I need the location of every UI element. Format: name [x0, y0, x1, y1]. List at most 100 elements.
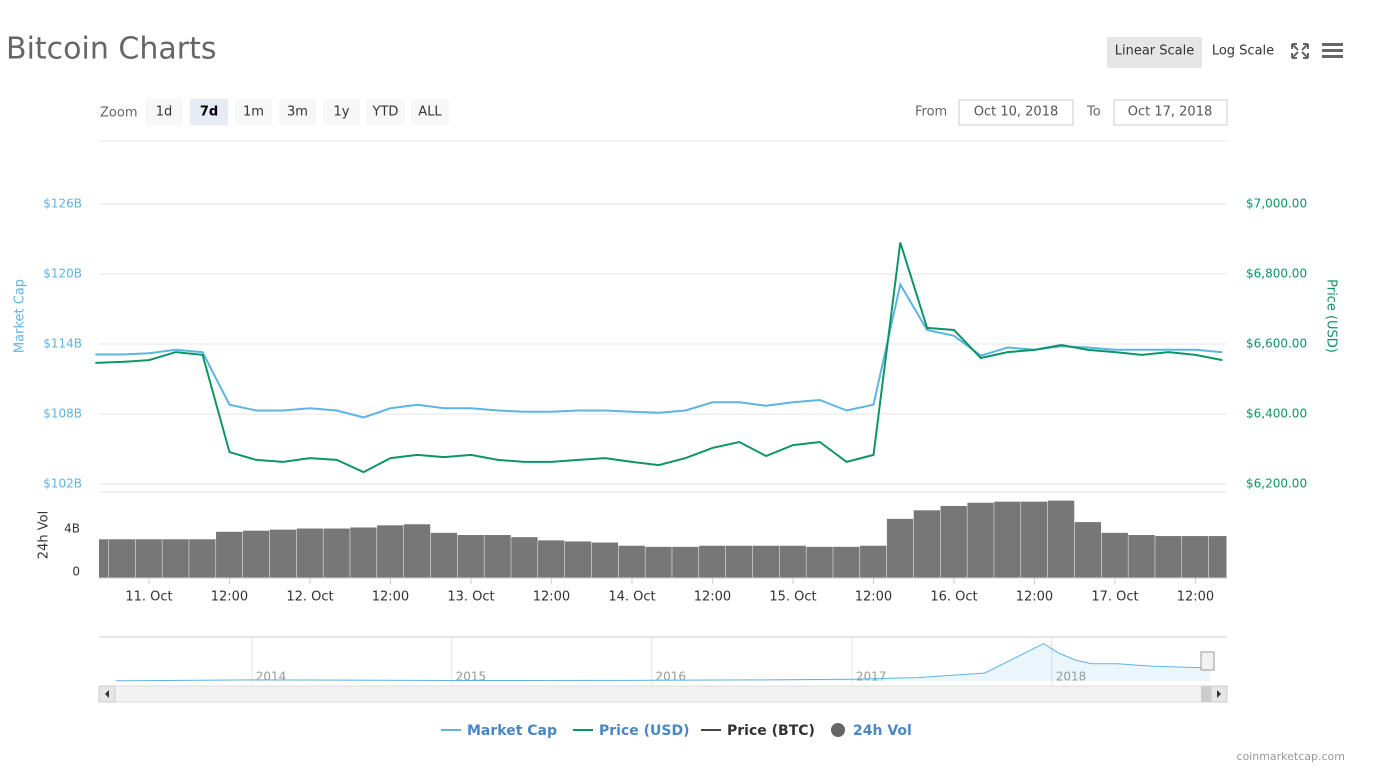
volume-bar — [511, 537, 538, 578]
scrollbar[interactable] — [98, 651, 1228, 703]
y-tick-label: $114B — [43, 337, 82, 351]
zoom-button-bg[interactable] — [411, 99, 449, 125]
volume-bar — [430, 532, 458, 578]
volume-bar — [1128, 535, 1155, 578]
volume-bar — [1155, 536, 1182, 578]
volume-bar — [377, 525, 404, 578]
y-axis-title: Market Cap — [13, 279, 28, 353]
volume-bar — [108, 539, 136, 578]
volume-bar — [967, 502, 994, 578]
zoom-button[interactable]: 3m — [287, 105, 308, 120]
navigator-line — [115, 643, 1211, 682]
volume-bar — [162, 539, 189, 578]
volume-bar — [725, 545, 753, 578]
volume-bar — [1021, 501, 1048, 578]
series-line — [95, 281, 1223, 419]
y-tick-label: 0 — [72, 565, 80, 579]
volume-bar — [672, 546, 699, 578]
scale-button-bg — [1107, 37, 1202, 68]
volume-bar — [135, 539, 162, 578]
volume-bar — [1047, 500, 1075, 578]
zoom-button-bg[interactable] — [279, 99, 316, 125]
volume-bar — [323, 528, 350, 578]
menu-bar — [1322, 49, 1343, 52]
scale-button[interactable]: Log Scale — [1212, 44, 1274, 59]
navigator-area — [115, 643, 1211, 681]
arrow — [105, 690, 109, 698]
volume-bar — [779, 545, 806, 578]
series-line — [95, 242, 1223, 474]
volume-bar — [296, 528, 323, 578]
legend: Market Cap Price (USD) Price (BTC) 24h Vol — [441, 723, 912, 739]
menu-icon[interactable] — [1322, 43, 1343, 58]
to-label: To — [1086, 105, 1101, 120]
zoom-label: Zoom — [100, 106, 137, 121]
y-tick-label: $120B — [43, 267, 82, 281]
navigator-tick-label: 2014 — [256, 670, 287, 684]
volume-bar — [189, 539, 216, 578]
legend-label[interactable]: Price (BTC) — [727, 723, 815, 739]
zoom-button[interactable]: 1d — [156, 105, 173, 120]
volume-bar — [99, 539, 109, 578]
arrow — [1217, 690, 1221, 698]
scrollbar-track — [98, 685, 1228, 703]
zoom-button-bg[interactable] — [323, 99, 360, 125]
volume-bar — [833, 546, 860, 578]
main-chart: $102B $108B $114B $120B $126B $6,200.00 $6,400… — [13, 197, 1339, 605]
navigator-handle[interactable] — [1200, 651, 1215, 671]
menu-bar — [1322, 55, 1343, 58]
volume-bar — [806, 546, 833, 578]
volume-bar — [242, 530, 270, 578]
zoom-button-bg[interactable] — [235, 99, 272, 125]
zoom-button-bg[interactable] — [190, 99, 228, 125]
legend-label[interactable]: Price (USD) — [599, 723, 690, 739]
volume-bar — [269, 529, 297, 578]
from-input[interactable] — [958, 99, 1074, 126]
volume-bar — [752, 545, 780, 578]
navigator-tick-label: 2016 — [655, 670, 686, 684]
y2-tick-label: $6,800.00 — [1246, 267, 1307, 281]
navigator-tick-label: 2017 — [856, 670, 887, 684]
to-date: Oct 17, 2018 — [1128, 105, 1213, 120]
volume-bar — [1074, 522, 1102, 578]
x-tick-label: 15. Oct — [769, 590, 816, 605]
credit[interactable]: coinmarketcap.com — [1236, 750, 1345, 763]
zoom-button[interactable]: 7d — [200, 105, 218, 120]
legend-label[interactable]: Market Cap — [467, 723, 557, 739]
fullscreen-icon[interactable] — [1291, 43, 1309, 59]
volume-chart: 0 4B 24h Vol — [37, 491, 1227, 579]
x-tick-label: 12:00 — [372, 590, 409, 605]
scrollbar-thumb[interactable] — [1201, 686, 1211, 702]
volume-bar — [994, 501, 1021, 578]
x-tick-label: 12:00 — [855, 590, 892, 605]
navigator-tick-label: 2018 — [1056, 670, 1087, 684]
zoom-button-bg[interactable] — [366, 99, 405, 125]
volume-bar — [484, 535, 511, 578]
volume-bar — [940, 505, 967, 578]
zoom-button[interactable]: ALL — [418, 105, 442, 120]
zoom-button-bg[interactable] — [146, 99, 182, 125]
scale-button[interactable]: Linear Scale — [1115, 44, 1195, 59]
to-input[interactable] — [1113, 99, 1228, 126]
x-tick-label: 12:00 — [1016, 590, 1053, 605]
x-tick-label: 12:00 — [1177, 590, 1214, 605]
y2-axis-title: Price (USD) — [1324, 279, 1339, 353]
volume-bar — [1182, 536, 1209, 578]
x-tick-label: 16. Oct — [930, 590, 977, 605]
x-tick-label: 12:00 — [694, 590, 731, 605]
legend-label[interactable]: 24h Vol — [853, 723, 912, 739]
x-tick-label: 13. Oct — [447, 590, 494, 605]
volume-bar — [860, 545, 887, 578]
navigator-tick-label: 2015 — [456, 670, 487, 684]
zoom-button[interactable]: 1y — [334, 105, 350, 120]
volume-bar — [564, 541, 592, 578]
volume-bar — [591, 542, 619, 578]
volume-bar — [645, 546, 672, 578]
y2-tick-label: $6,600.00 — [1246, 337, 1307, 351]
x-tick-label: 12:00 — [533, 590, 570, 605]
from-label: From — [915, 105, 947, 120]
zoom-button[interactable]: 1m — [243, 105, 264, 120]
zoom-button[interactable]: YTD — [372, 105, 399, 120]
y-tick-label: $108B — [43, 407, 82, 421]
y2-tick-label: $6,400.00 — [1246, 407, 1307, 421]
